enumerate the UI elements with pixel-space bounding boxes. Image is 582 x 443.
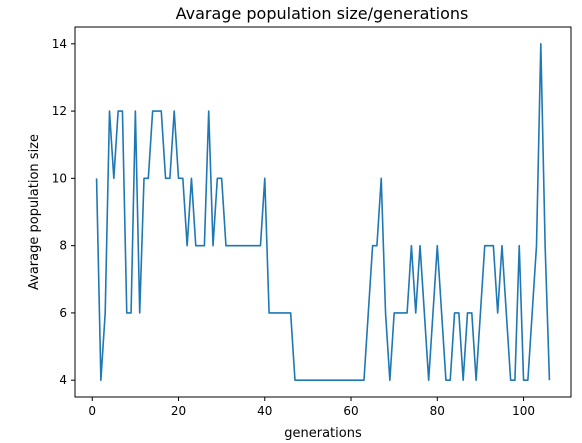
x-axis-title: generations: [284, 426, 362, 441]
plot-frame: [74, 26, 572, 398]
y-tick-label: 12: [52, 104, 67, 118]
chart-title: Avarage population size/generations: [176, 4, 469, 23]
x-tick-label: 20: [171, 404, 186, 418]
y-tick-label: 14: [52, 37, 67, 51]
y-tick-label: 4: [59, 373, 67, 387]
x-tick-label: 100: [512, 404, 535, 418]
tick-labels: 0 20 40 60 80 100 4 6 8 10 12 14: [52, 37, 535, 418]
y-tick-label: 8: [59, 239, 67, 253]
y-tick-label: 6: [59, 306, 67, 320]
data-line-series: [95, 43, 551, 381]
plot-area: [75, 27, 571, 397]
x-tick-label: 60: [343, 404, 358, 418]
x-tick-label: 40: [257, 404, 272, 418]
x-tick-label: 80: [430, 404, 445, 418]
tick-marks: [71, 43, 525, 401]
x-tick-label: 0: [88, 404, 96, 418]
y-axis-title: Avarage population size: [27, 134, 42, 290]
y-tick-label: 10: [52, 171, 67, 185]
